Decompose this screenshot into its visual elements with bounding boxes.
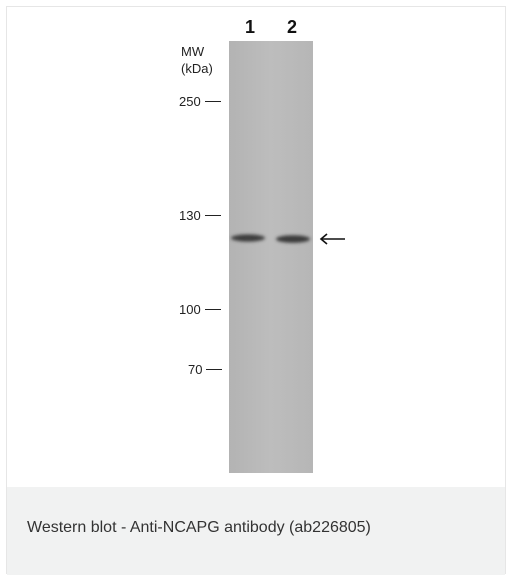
- blot-membrane: [229, 41, 313, 473]
- mw-marker-100: 100: [179, 301, 221, 317]
- caption-bar: Western blot - Anti-NCAPG antibody (ab22…: [7, 487, 505, 575]
- mw-tick: [206, 368, 223, 370]
- mw-tick: [204, 308, 221, 310]
- arrow-left-icon: [319, 233, 345, 245]
- mw-tick: [204, 214, 221, 216]
- mw-marker-70: 70: [188, 361, 223, 377]
- western-blot-figure[interactable]: 1 2 MW (kDa) 250 130 100 70: [7, 7, 505, 487]
- mw-marker-250: 250: [179, 93, 221, 109]
- band-lane-1: [231, 234, 265, 242]
- mw-marker-label: 130: [179, 207, 201, 223]
- mw-marker-label: 100: [179, 301, 201, 317]
- membrane-background: [229, 41, 313, 473]
- mw-marker-label: 70: [188, 361, 203, 377]
- lane-label-1: 1: [245, 17, 256, 37]
- figure-caption: Western blot - Anti-NCAPG antibody (ab22…: [27, 519, 371, 536]
- band-lane-2: [276, 235, 310, 243]
- mw-axis-title: MW (kDa): [181, 43, 213, 77]
- mw-marker-label: 250: [179, 93, 201, 109]
- mw-marker-130: 130: [179, 207, 221, 223]
- lane-label-2: 2: [287, 17, 298, 37]
- mw-tick: [204, 100, 221, 102]
- image-card: 1 2 MW (kDa) 250 130 100 70: [6, 6, 506, 575]
- kda-label: (kDa): [181, 61, 213, 76]
- mw-label: MW: [181, 44, 205, 59]
